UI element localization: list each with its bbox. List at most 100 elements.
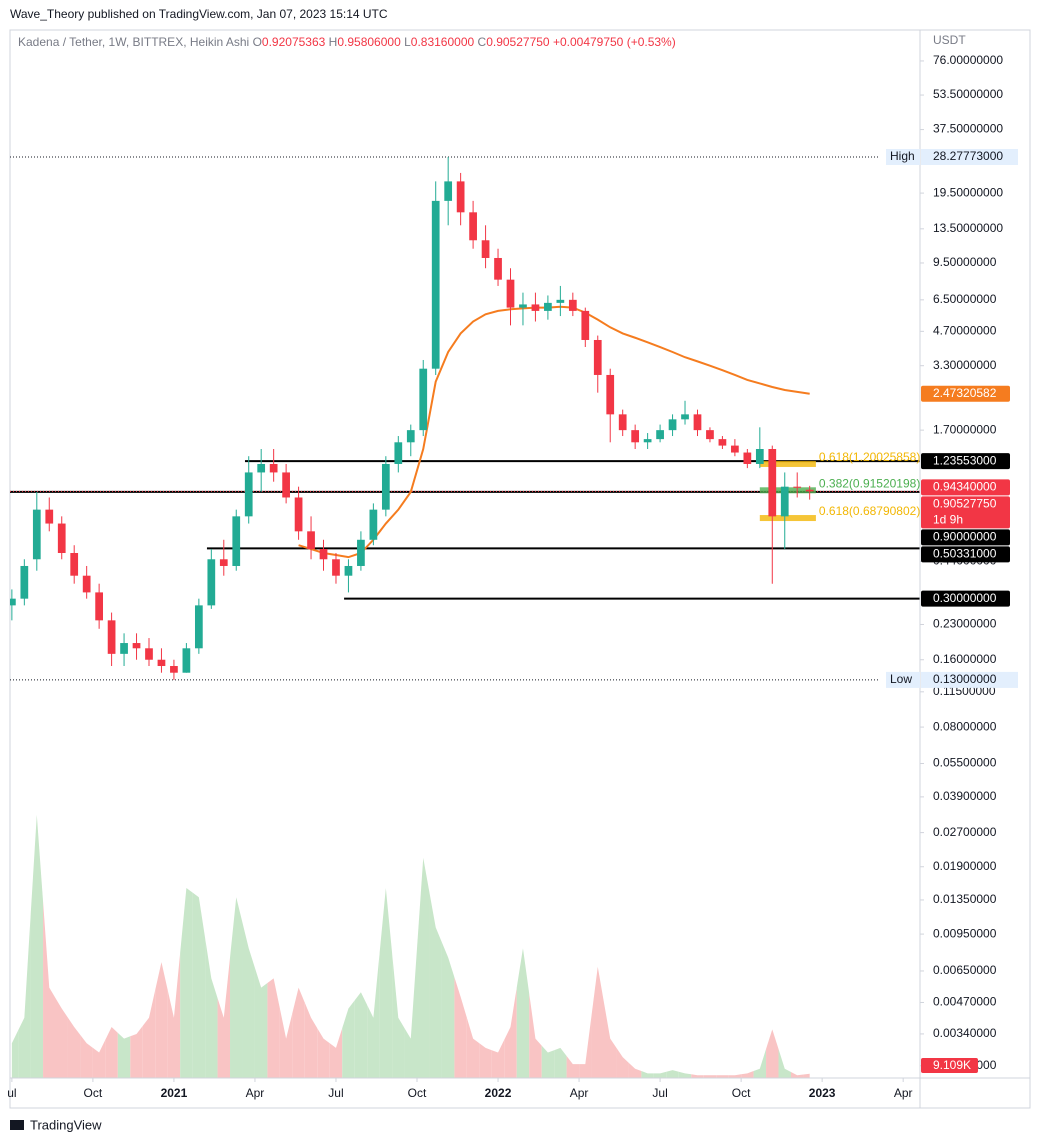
legend: Kadena / Tether, 1W, BITTREX, Heikin Ash… xyxy=(18,35,676,49)
y-tick-label: 0.23000000 xyxy=(933,617,997,631)
y-tick-label: 0.00650000 xyxy=(933,963,997,977)
volume-area xyxy=(217,957,231,1078)
volume-area xyxy=(379,888,393,1078)
candle-body xyxy=(145,648,153,660)
x-tick-label: Jul xyxy=(328,1086,343,1100)
y-tick-label: 76.00000000 xyxy=(933,53,1003,67)
y-tick-label: 9.50000000 xyxy=(933,255,997,269)
y-tick-label: 0.02700000 xyxy=(933,825,997,839)
volume-area xyxy=(342,1000,355,1078)
fib-zone xyxy=(759,460,816,467)
candle-body xyxy=(194,605,203,649)
extreme-label: 28.27773000 xyxy=(933,149,1003,163)
candle-body xyxy=(10,598,16,606)
y-tick-label: 13.50000000 xyxy=(933,221,1003,235)
y-tick-label: 53.50000000 xyxy=(933,87,1003,101)
candle-body xyxy=(132,643,141,649)
legend-change: +0.00479750 (+0.53%) xyxy=(553,35,676,49)
fib-label: 0.382(0.91520198) xyxy=(819,476,920,490)
price-badge xyxy=(921,590,1010,607)
candle-body xyxy=(244,472,253,517)
y-tick-label: 0.03900000 xyxy=(933,789,997,803)
volume-area xyxy=(566,1055,580,1078)
candle-body xyxy=(45,509,54,524)
candle-body xyxy=(307,531,315,550)
volume-area xyxy=(254,967,268,1078)
volume-area xyxy=(155,962,168,1078)
candle-body xyxy=(519,304,527,308)
candle-body xyxy=(70,553,79,576)
legend-low: 0.83160000 xyxy=(411,35,475,49)
volume-area xyxy=(392,952,405,1078)
frame xyxy=(9,29,1031,1109)
legend-close: 0.90527750 xyxy=(486,35,550,49)
extreme-badge xyxy=(921,148,1018,165)
currency: USDT xyxy=(933,33,966,47)
volume-area xyxy=(30,814,44,1078)
countdown: 1d 9h xyxy=(933,513,963,527)
candle-body xyxy=(681,414,689,420)
volume-area xyxy=(716,1075,729,1078)
volume-area xyxy=(242,922,255,1078)
candle-body xyxy=(20,565,29,599)
volume-area xyxy=(329,1028,343,1078)
candle-body xyxy=(232,516,241,566)
x-tick-label: Apr xyxy=(894,1086,913,1100)
volume-area xyxy=(641,1071,654,1078)
x-tick-label: Jul xyxy=(652,1086,667,1100)
volume-area xyxy=(230,897,243,1078)
volume-area xyxy=(180,888,193,1078)
x-tick-label: 2022 xyxy=(485,1086,512,1100)
y-tick-label: 4.70000000 xyxy=(933,324,997,338)
volume-area xyxy=(404,948,418,1078)
candle-body xyxy=(656,430,664,440)
candle-body xyxy=(170,666,178,673)
volume-area xyxy=(491,1039,505,1078)
extreme-badge xyxy=(921,671,1018,688)
y-tick-label: 0.05500000 xyxy=(933,756,997,770)
volume-area xyxy=(205,937,218,1078)
volume-area xyxy=(267,978,280,1078)
candle-body xyxy=(718,439,727,446)
legend-high: 0.95806000 xyxy=(337,35,401,49)
candle-body xyxy=(419,368,428,431)
candle-body xyxy=(755,449,764,464)
price-badge xyxy=(921,546,1010,563)
y-tick-label: 0.00950000 xyxy=(933,926,997,940)
volume-area xyxy=(192,892,206,1078)
y-tick-label: 0.08000000 xyxy=(933,719,997,733)
price-badge-label: 0.90000000 xyxy=(933,530,997,544)
volume-badge-label: 9.109K xyxy=(933,1058,971,1072)
volume-area xyxy=(616,1047,629,1078)
x-tick-label: Oct xyxy=(84,1086,103,1100)
volume-area xyxy=(653,1071,667,1078)
volume-area xyxy=(92,1039,106,1078)
price-badge-label: 0.94340000 xyxy=(933,480,997,494)
candle-body xyxy=(219,559,228,566)
volume-area xyxy=(454,977,467,1078)
volume-area xyxy=(441,942,455,1078)
candle-body xyxy=(593,339,602,375)
candle-body xyxy=(257,463,266,473)
y-tick-label: 0.00340000 xyxy=(933,1026,997,1040)
candle-body xyxy=(394,442,403,464)
candle-body xyxy=(369,509,378,540)
volume-area xyxy=(803,1073,810,1078)
volume-area xyxy=(466,1017,480,1078)
volume-area xyxy=(55,998,68,1078)
candle-body xyxy=(606,374,615,415)
y-tick-label: 3.30000000 xyxy=(933,358,997,372)
volume-area xyxy=(292,987,305,1078)
x-tick-label: Oct xyxy=(732,1086,751,1100)
volume-area xyxy=(80,1035,93,1078)
candle-body xyxy=(568,299,577,311)
legend-o: O xyxy=(253,35,262,49)
extreme-name-bg xyxy=(886,148,920,165)
price-badge xyxy=(921,453,1010,470)
price-badge xyxy=(921,496,1010,529)
candle-body xyxy=(631,430,640,443)
volume-area xyxy=(317,1028,330,1078)
fib-label: 0.618(1.20025858) xyxy=(819,450,920,464)
footer: TradingView xyxy=(30,1117,102,1132)
